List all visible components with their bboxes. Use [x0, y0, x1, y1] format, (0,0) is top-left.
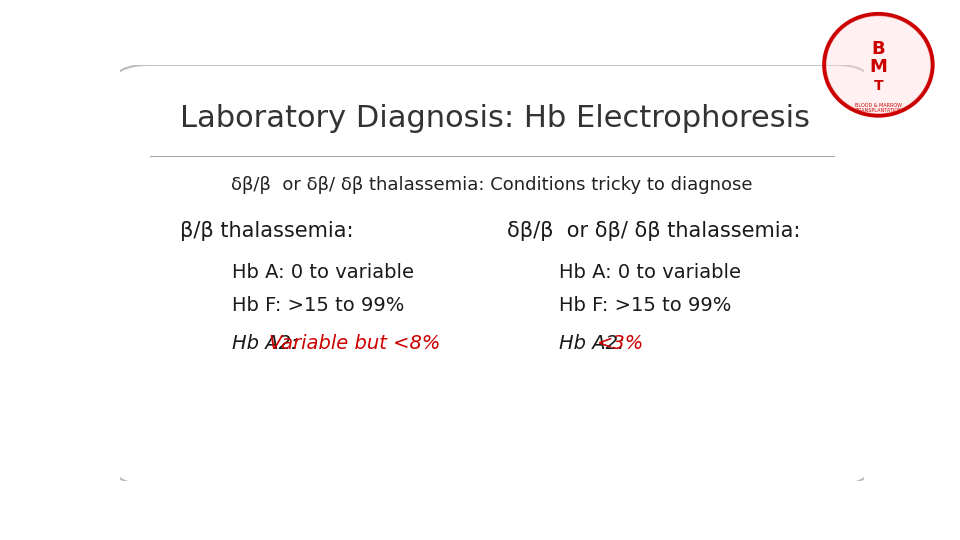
Text: Hb A2:: Hb A2:: [231, 334, 303, 353]
Text: δβ/β  or δβ/ δβ thalassemia:: δβ/β or δβ/ δβ thalassemia:: [507, 221, 801, 241]
Text: B: B: [872, 39, 885, 58]
Circle shape: [827, 16, 930, 113]
Text: Hb A: 0 to variable: Hb A: 0 to variable: [559, 263, 741, 282]
Text: M: M: [870, 58, 887, 76]
Text: Laboratory Diagnosis: Hb Electrophoresis: Laboratory Diagnosis: Hb Electrophoresis: [180, 104, 809, 133]
Text: Hb A: 0 to variable: Hb A: 0 to variable: [231, 263, 414, 282]
Text: <3%: <3%: [596, 334, 644, 353]
Text: β/β thalassemia:: β/β thalassemia:: [180, 221, 353, 241]
Text: T: T: [874, 79, 883, 93]
Text: Hb A2:: Hb A2:: [559, 334, 631, 353]
Text: Variable but <8%: Variable but <8%: [269, 334, 441, 353]
Text: Hb F: >15 to 99%: Hb F: >15 to 99%: [559, 296, 732, 315]
FancyBboxPatch shape: [112, 65, 872, 485]
Text: δβ/β  or δβ/ δβ thalassemia: Conditions tricky to diagnose: δβ/β or δβ/ δβ thalassemia: Conditions t…: [231, 177, 753, 194]
Text: Hb F: >15 to 99%: Hb F: >15 to 99%: [231, 296, 404, 315]
Text: BLOOD & MARROW
TRANSPLANTATION: BLOOD & MARROW TRANSPLANTATION: [855, 103, 901, 113]
